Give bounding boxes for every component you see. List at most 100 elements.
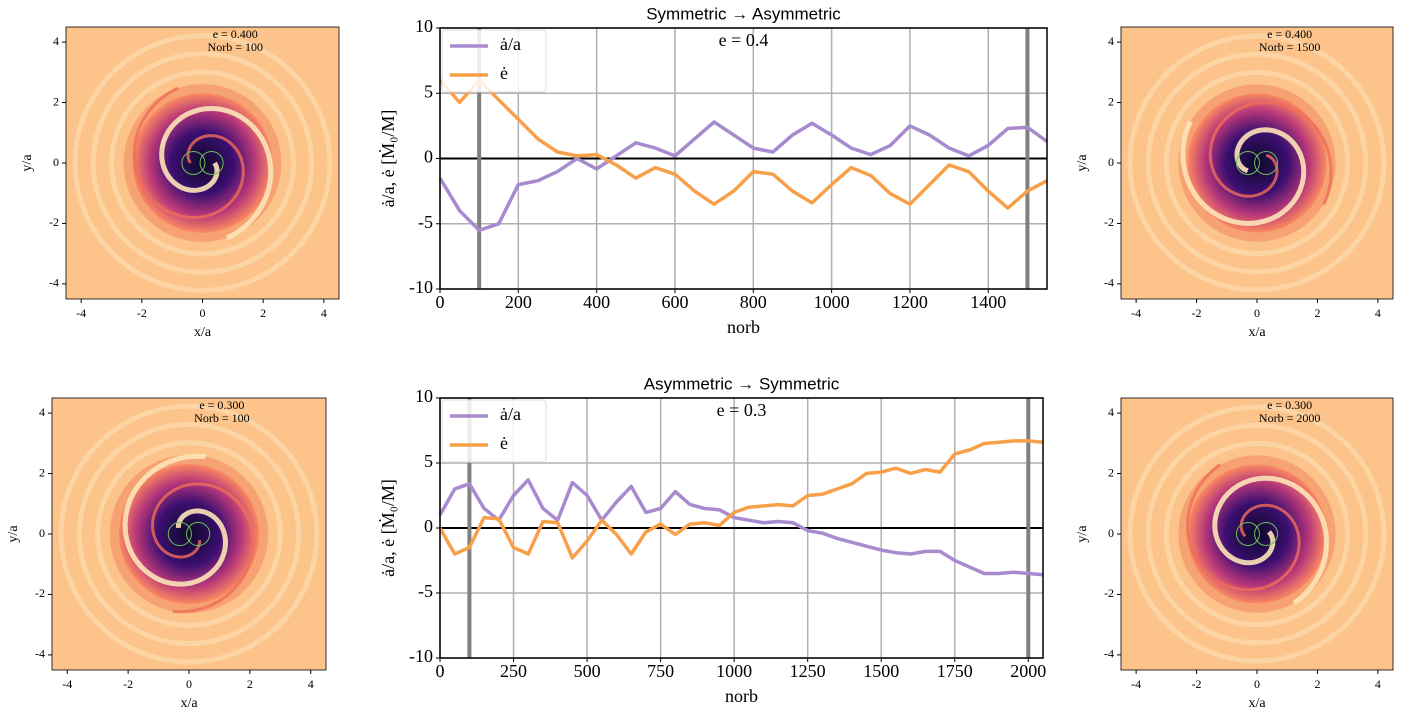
legend-label: ė [500, 63, 508, 83]
y-tick-label: 0 [1108, 155, 1114, 169]
series-line [438, 439, 1044, 560]
series-line [438, 120, 1049, 233]
legend-label: ȧ/a [500, 404, 521, 424]
y-tick-label: 2 [39, 465, 45, 479]
x-axis-label: x/a [194, 325, 212, 340]
annotation: e = 0.4 [719, 30, 769, 50]
wave-ring [1127, 404, 1387, 664]
annotation: Norb = 1500 [1259, 40, 1320, 54]
x-axis-label: norb [725, 686, 758, 706]
wave-ring [1145, 51, 1369, 275]
y-tick-label: 0 [1108, 526, 1114, 540]
y-axis-label: y/a [1075, 154, 1090, 172]
x-tick-label: 4 [308, 677, 314, 691]
annotation: e = 0.400 [213, 27, 258, 41]
spiral-arm [151, 482, 255, 614]
y-tick-label: -2 [1104, 586, 1114, 600]
y-tick-label: -5 [418, 581, 433, 601]
x-tick-label: 0 [1254, 677, 1260, 691]
x-tick-label: 4 [1375, 677, 1381, 691]
wave-ring [76, 421, 302, 647]
x-tick-label: 4 [1375, 306, 1381, 320]
cavity [118, 463, 260, 605]
frame [439, 27, 1048, 290]
x-tick-label: 0 [436, 292, 445, 312]
x-tick-label: 1000 [814, 292, 850, 312]
x-tick-label: 600 [661, 292, 688, 312]
chart-title: Symmetric → Asymmetric [646, 4, 841, 23]
y-tick-label: 4 [1108, 405, 1114, 419]
y-tick-label: -4 [1104, 276, 1114, 290]
wave-ring [58, 403, 320, 665]
wave-ring [95, 440, 283, 628]
chart-title: Asymmetric → Symmetric [644, 374, 840, 393]
series-line [438, 478, 1044, 577]
x-axis-label: x/a [1248, 696, 1266, 711]
cavity [132, 93, 273, 233]
wave-ring [1163, 440, 1351, 628]
y-tick-label: -4 [1104, 647, 1114, 661]
annotation: e = 0.300 [199, 398, 244, 412]
x-tick-label: 2 [247, 677, 253, 691]
x-tick-label: 400 [583, 292, 610, 312]
x-tick-label: 250 [500, 661, 527, 681]
y-axis-label: y/a [20, 154, 35, 172]
annotation: e = 0.400 [1267, 27, 1312, 41]
x-tick-label: 800 [740, 292, 767, 312]
x-tick-label: 1250 [790, 661, 826, 681]
x-tick-label: 0 [436, 661, 445, 681]
x-tick-label: 2 [1314, 306, 1320, 320]
orbit [1235, 522, 1260, 546]
y-axis-label: y/a [1075, 525, 1090, 543]
spiral-arm [159, 105, 274, 241]
orbit [1235, 151, 1260, 175]
annotation: Norb = 100 [208, 40, 263, 54]
orbit [199, 150, 224, 176]
x-tick-label: -2 [123, 677, 133, 691]
density-map [66, 27, 339, 299]
y-tick-label: -10 [409, 646, 433, 666]
x-tick-label: 1200 [892, 292, 928, 312]
y-tick-label: 2 [53, 94, 59, 108]
x-tick-label: 0 [200, 306, 206, 320]
wave-ring [90, 51, 315, 275]
y-tick-label: 2 [1108, 465, 1114, 479]
wave-ring [72, 33, 333, 293]
spiral-arm [1212, 475, 1329, 606]
y-tick-label: -4 [35, 647, 45, 661]
x-tick-label: 2000 [1010, 661, 1046, 681]
x-tick-label: 200 [505, 292, 532, 312]
orbit [167, 521, 192, 547]
y-tick-label: 5 [424, 451, 433, 471]
legend-box [441, 399, 547, 463]
density-map [52, 398, 326, 670]
annotation: e = 0.300 [1267, 398, 1312, 412]
y-tick-label: -10 [409, 277, 433, 297]
orbit [186, 521, 211, 547]
density-map [1121, 398, 1393, 670]
x-tick-label: -4 [1131, 677, 1141, 691]
y-tick-label: 4 [1108, 34, 1114, 48]
x-tick-label: 2 [260, 306, 266, 320]
frame [439, 397, 1044, 659]
annotation: Norb = 100 [194, 411, 249, 425]
x-axis-label: norb [727, 317, 760, 337]
x-tick-label: -2 [1192, 306, 1202, 320]
legend-box [441, 29, 547, 93]
wave-ring [1163, 69, 1351, 257]
annotation: e = 0.3 [717, 400, 767, 420]
spiral-arm [122, 453, 228, 587]
y-tick-label: -2 [49, 215, 59, 229]
y-tick-label: -2 [1104, 215, 1114, 229]
spiral-arm [1180, 120, 1307, 226]
spiral-arm [132, 86, 245, 220]
x-tick-label: -4 [1131, 306, 1141, 320]
orbit [1254, 522, 1279, 546]
cavity [1187, 93, 1327, 233]
x-tick-label: 2 [1314, 677, 1320, 691]
cavity [1187, 464, 1327, 604]
y-axis-label: ȧ/a, ė [Ṁ₀/M] [378, 479, 398, 577]
y-tick-label: 10 [415, 386, 433, 406]
y-axis-label: y/a [6, 525, 21, 543]
